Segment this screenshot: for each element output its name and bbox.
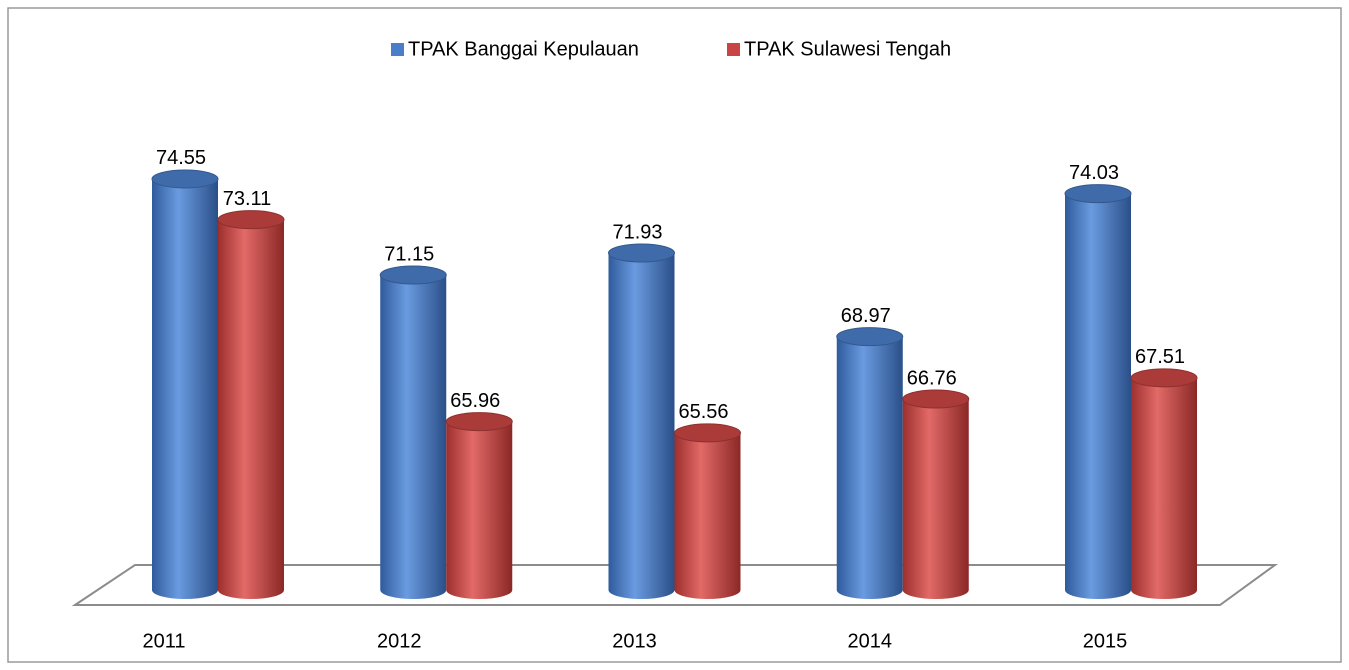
frame <box>7 7 1342 663</box>
cylinder <box>1065 193 1131 599</box>
legend-swatch <box>391 43 404 56</box>
cylinder-top <box>608 243 675 263</box>
cylinder <box>218 219 284 599</box>
cylinder-top <box>902 389 970 409</box>
cylinder-top <box>445 412 513 432</box>
cylinder-top <box>674 423 741 443</box>
cylinder <box>836 336 903 599</box>
cylinder-top <box>1130 368 1198 388</box>
x-tick-label: 2012 <box>377 630 422 652</box>
value-label: 65.56 <box>678 401 728 423</box>
floor <box>71 564 1279 606</box>
value-label: 66.76 <box>907 367 957 389</box>
cylinder <box>446 421 513 599</box>
cylinder <box>902 399 969 599</box>
value-label: 73.11 <box>223 188 272 210</box>
value-label: 74.03 <box>1069 162 1119 184</box>
cylinder <box>1131 377 1197 599</box>
cylinder <box>152 178 218 599</box>
cylinder-top <box>379 265 447 285</box>
value-label: 71.93 <box>612 221 662 243</box>
legend-swatch <box>727 43 740 56</box>
cylinder <box>608 252 675 600</box>
x-tick-label: 2015 <box>1083 630 1128 652</box>
cylinder-top <box>1064 184 1132 204</box>
value-label: 67.51 <box>1135 346 1185 368</box>
value-label: 65.96 <box>450 390 500 412</box>
x-tick-label: 2011 <box>142 630 185 652</box>
value-label: 74.55 <box>156 147 206 169</box>
cylinder-top <box>836 327 904 347</box>
value-label: 71.15 <box>384 243 434 265</box>
x-tick-label: 2013 <box>612 630 657 652</box>
cylinder <box>380 275 447 599</box>
cylinder-top <box>217 210 285 230</box>
cylinder-top <box>151 169 219 189</box>
legend-label: TPAK Sulawesi Tengah <box>744 38 951 60</box>
value-label: 68.97 <box>841 305 891 327</box>
cylinder <box>674 432 741 599</box>
legend-label: TPAK Banggai Kepulauan <box>408 38 639 60</box>
x-tick-label: 2014 <box>848 630 893 652</box>
